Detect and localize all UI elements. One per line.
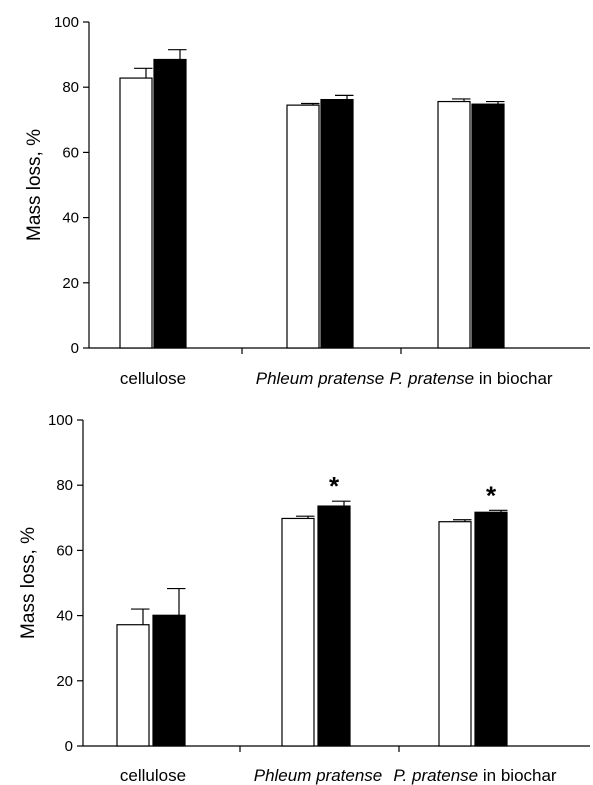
bar [438,521,472,747]
bar [281,517,315,747]
bar [471,103,505,349]
x-tick-label: Phleum pratense [256,369,385,388]
bar [320,98,354,349]
y-axis-label: Mass loss, % [18,527,39,639]
bar [437,100,471,349]
bar [317,505,351,747]
y-tick-label: 80 [56,477,73,494]
bar [116,624,150,747]
y-axis-label: Mass loss, % [24,129,45,241]
chart-panel-1: 0 20 40 60 80 100 Mass loss, % cellulose Phleum … [24,14,590,388]
y-tick-label: 80 [62,79,79,96]
chart-panel-2: 0 20 40 60 80 100 Mass loss, % * * cellulose Phleu… [18,412,590,785]
significance-mark: * [486,480,497,510]
x-tick-label: P. pratense in biochar [393,766,557,785]
y-tick-label: 60 [62,144,79,161]
x-tick-label: cellulose [120,369,186,388]
y-tick-label: 40 [62,210,79,227]
bar [286,104,320,349]
bar [474,511,508,747]
bar [153,58,187,349]
y-tick-label: 100 [48,412,73,429]
bar [119,77,153,349]
x-tick-label: P. pratense in biochar [389,369,553,388]
y-tick-label: 100 [54,14,79,31]
y-tick-label: 20 [62,275,79,292]
significance-mark: * [329,471,340,501]
y-tick-label: 60 [56,542,73,559]
x-tick-label: Phleum pratense [254,766,383,785]
y-tick-label: 0 [71,340,79,357]
y-tick-label: 40 [56,608,73,625]
y-tick-label: 0 [65,738,73,755]
bar [152,614,186,747]
y-tick-label: 20 [56,673,73,690]
x-tick-label: cellulose [120,766,186,785]
